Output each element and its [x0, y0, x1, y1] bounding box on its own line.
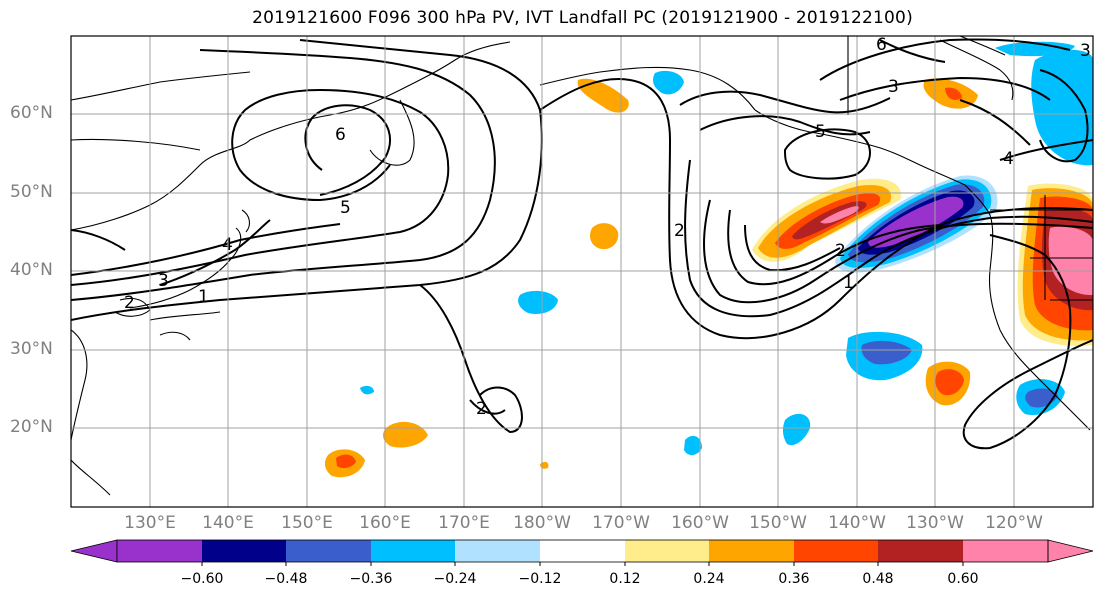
shading-layer — [324, 41, 1093, 478]
contour-label: 2 — [124, 293, 135, 313]
colorbar-max-extend — [1047, 539, 1094, 563]
lon-label: 180°W — [513, 513, 571, 533]
positive-anomaly — [945, 87, 962, 100]
lon-label: 140°E — [202, 513, 254, 533]
positive-anomaly — [540, 461, 549, 469]
contour-label: 3 — [888, 77, 899, 97]
colorbar-tick-label: 0.60 — [947, 571, 979, 587]
lon-label: 160°W — [671, 513, 729, 533]
positive-anomaly — [336, 454, 356, 469]
lat-label: 60°N — [10, 103, 53, 123]
colorbar — [70, 539, 1094, 566]
lon-label: 140°W — [828, 513, 886, 533]
contour-label: 2 — [835, 241, 846, 261]
colorbar-tick-label: 0.12 — [609, 571, 641, 587]
lat-label: 20°N — [10, 417, 53, 437]
lon-label: 130°W — [906, 513, 964, 533]
lat-label: 30°N — [10, 339, 53, 359]
map-area: 6 5 4 3 2 1 2 2 5 6 3 4 1 2 3 — [71, 35, 1093, 507]
positive-anomaly — [577, 78, 629, 113]
contour-label: 5 — [815, 122, 826, 142]
positive-anomaly — [1048, 226, 1093, 296]
negative-anomaly — [684, 435, 702, 456]
colorbar-tick-label: −0.36 — [349, 571, 393, 587]
colorbar-tick-label: −0.48 — [264, 571, 308, 587]
negative-anomaly — [1031, 49, 1093, 166]
contour-label: 1 — [198, 287, 209, 307]
negative-anomaly — [868, 196, 964, 248]
contour-label: 3 — [158, 271, 169, 291]
graticule — [71, 36, 1093, 507]
contour-label: 3 — [1080, 41, 1091, 61]
map-title: 2019121600 F096 300 hPa PV, IVT Landfall… — [252, 8, 913, 28]
negative-anomaly — [861, 340, 912, 365]
positive-anomaly — [382, 421, 428, 448]
colorbar-tick-label: −0.24 — [433, 571, 477, 587]
colorbar-tick-label: 0.48 — [862, 571, 894, 587]
positive-anomaly — [820, 206, 859, 224]
positive-anomaly — [590, 223, 619, 250]
map-frame — [70, 35, 1094, 508]
lat-label: 50°N — [10, 182, 53, 202]
colorbar-tick-label: 0.36 — [778, 571, 810, 587]
colorbar-tick-label: −0.12 — [518, 571, 562, 587]
lat-label: 40°N — [10, 260, 53, 280]
lon-label: 120°W — [985, 513, 1043, 533]
lon-label: 160°E — [359, 513, 411, 533]
contour-label: 4 — [222, 235, 233, 255]
contour-label: 2 — [674, 221, 685, 241]
lon-label: 170°E — [438, 513, 490, 533]
contour-label: 1 — [843, 273, 854, 293]
contour-label-group: 6 5 4 3 2 1 2 2 5 6 3 4 1 2 3 — [124, 35, 1091, 419]
colorbar-tick-label: 0.24 — [693, 571, 725, 587]
negative-anomaly — [653, 70, 684, 95]
lon-label: 150°W — [749, 513, 807, 533]
contour-label: 6 — [335, 125, 346, 145]
positive-anomaly — [935, 369, 964, 396]
negative-anomaly — [518, 290, 558, 314]
lon-label: 150°E — [281, 513, 333, 533]
coastlines — [71, 36, 1093, 496]
lon-label: 170°W — [592, 513, 650, 533]
lon-label: 130°E — [124, 513, 176, 533]
contour-label: 5 — [340, 198, 351, 218]
negative-anomaly — [995, 41, 1075, 57]
colorbar-tick-label: −0.60 — [180, 571, 224, 587]
negative-anomaly — [360, 385, 374, 395]
contour-label: 6 — [876, 35, 887, 55]
negative-anomaly — [782, 413, 811, 446]
contour-label: 2 — [476, 399, 487, 419]
contour-label: 4 — [1003, 149, 1014, 169]
colorbar-min-extend — [70, 539, 118, 563]
